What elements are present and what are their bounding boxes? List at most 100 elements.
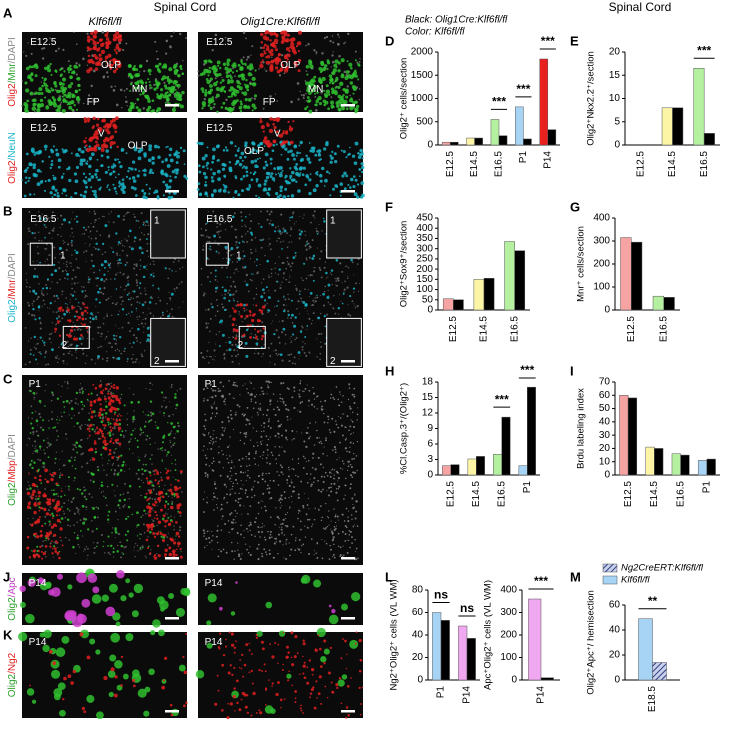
cell: [279, 174, 283, 178]
cell: [133, 267, 135, 269]
cell: [35, 445, 36, 446]
cell: [213, 434, 214, 435]
cell: [276, 240, 278, 242]
cell: [100, 454, 102, 456]
cell: [240, 211, 242, 213]
cell: [115, 303, 117, 305]
cell: [264, 255, 265, 256]
cell: [249, 186, 251, 188]
cell: [104, 552, 106, 554]
cell: [66, 363, 67, 364]
cell: [209, 248, 210, 249]
cell: [181, 72, 184, 75]
cell: [235, 412, 236, 413]
cell: [238, 363, 239, 364]
cell: [65, 303, 66, 304]
cell: [325, 261, 326, 262]
cell: [309, 422, 310, 423]
cell: [260, 311, 262, 313]
cell: [30, 338, 31, 339]
cell: [170, 516, 172, 518]
cell: [317, 317, 320, 320]
cell: [62, 92, 64, 94]
cell: [249, 314, 251, 316]
cell: [156, 110, 159, 113]
cell: [113, 39, 115, 41]
cell: [250, 220, 252, 222]
cell: [281, 447, 282, 448]
cell: [21, 105, 23, 107]
cell: [85, 506, 87, 508]
cell: [354, 192, 358, 196]
cell: [261, 356, 262, 357]
cell: [88, 55, 91, 58]
cell: [51, 238, 52, 239]
cell: [134, 236, 137, 239]
cell: [103, 469, 105, 471]
cell: [96, 144, 99, 147]
cell: [114, 49, 116, 51]
cell: [161, 161, 164, 164]
cell: [222, 515, 224, 517]
cell: [113, 427, 115, 429]
cell: [229, 513, 231, 515]
cell: [26, 282, 27, 283]
cell: [87, 528, 89, 530]
cell: [263, 131, 265, 133]
cell: [124, 90, 126, 92]
cell: [76, 345, 78, 347]
cell: [114, 278, 116, 280]
cell: [327, 277, 328, 278]
cell: [127, 322, 129, 324]
cell: [154, 536, 156, 538]
cell: [164, 525, 166, 527]
cell: [48, 254, 50, 256]
cell: [209, 237, 211, 239]
cell: [314, 210, 316, 212]
cell: [34, 91, 37, 94]
cell: [157, 146, 160, 149]
cell: [261, 41, 263, 43]
cell: [315, 51, 317, 53]
cell: [74, 104, 76, 106]
cell: [316, 53, 317, 54]
cell: [172, 444, 174, 446]
cell: [221, 77, 222, 78]
cell: [176, 168, 179, 171]
cell: [85, 137, 87, 139]
cell: [45, 351, 47, 353]
cell: [168, 82, 170, 84]
cell: [136, 310, 137, 311]
cell: [334, 399, 336, 401]
cell: [104, 287, 106, 289]
cell: [272, 139, 276, 143]
cell: [154, 41, 156, 43]
cell: [164, 507, 166, 509]
cell: [255, 334, 257, 336]
cell: [50, 163, 53, 166]
cell: [156, 514, 158, 516]
cell: [146, 250, 148, 252]
cell: [268, 425, 270, 427]
cell: [347, 154, 349, 156]
cell: [328, 302, 329, 303]
cell: [107, 536, 109, 538]
cell: [89, 317, 91, 319]
cell: [117, 302, 118, 303]
cell: [355, 108, 358, 111]
cell: [223, 386, 225, 388]
cell: [73, 524, 75, 526]
cell: [128, 235, 130, 237]
cell: [78, 316, 81, 319]
cell: [319, 359, 321, 361]
cell: [223, 498, 224, 499]
cell: [36, 486, 38, 488]
cell: [160, 477, 162, 479]
cell: [64, 495, 65, 496]
cell: [44, 190, 46, 192]
cell: [204, 98, 206, 100]
cell: [333, 536, 334, 537]
cell: [71, 501, 73, 503]
cell: [223, 354, 224, 355]
cell: [302, 341, 303, 342]
